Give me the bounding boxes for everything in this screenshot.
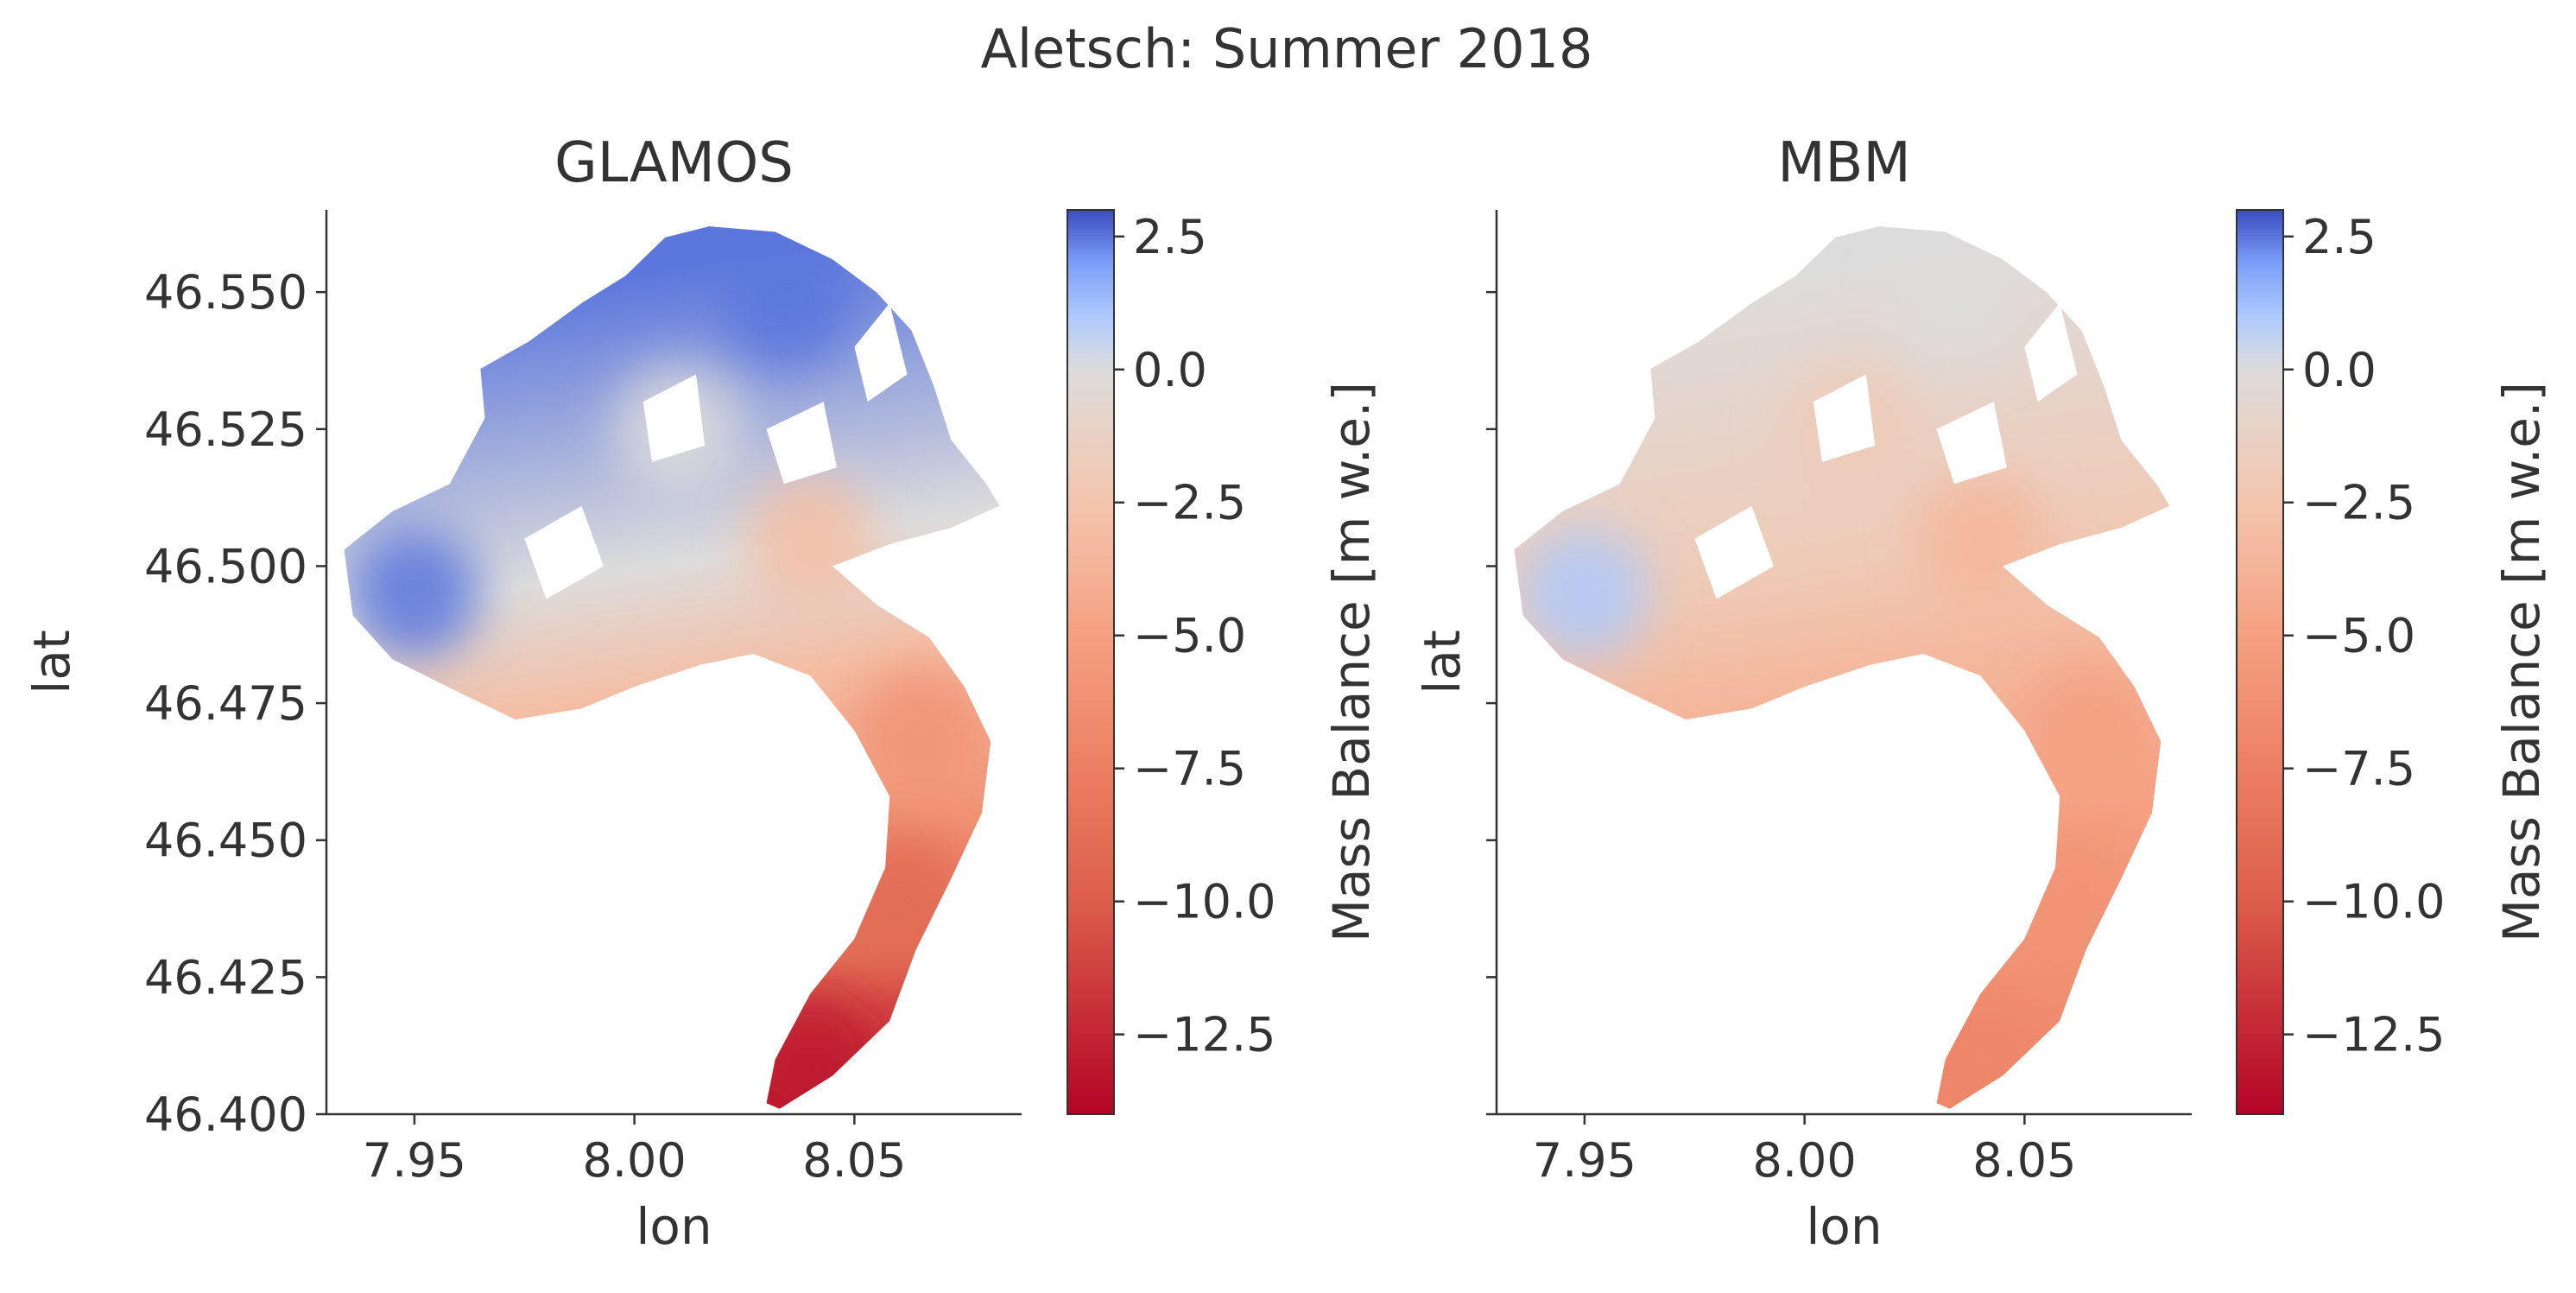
field-sample-upper-accumulation-basin [1893, 238, 2023, 368]
field-sample-terminus [1915, 994, 2046, 1109]
y-tick-label: 46.425 [144, 950, 307, 1005]
x-tick-label: 8.00 [1753, 1133, 1857, 1188]
colorbar [2236, 209, 2284, 1115]
y-tick-label: 46.500 [144, 539, 307, 593]
glacier-mass-balance-field [1514, 226, 2170, 1109]
colorbar-tick-label: −5.0 [2302, 609, 2415, 663]
field-sample-upper-accumulation-basin [723, 238, 853, 368]
colorbar-tick-label: 0.0 [2302, 343, 2377, 397]
colorbar-tick-label: −7.5 [1133, 742, 1246, 796]
ice-free-area [1813, 374, 1876, 462]
y-tick-label: 46.450 [144, 814, 307, 868]
field-sample-tongue [2003, 830, 2134, 960]
glacier-field-base [1514, 226, 2170, 1109]
y-tick-label: 46.400 [144, 1087, 307, 1142]
field-sample-terminus [745, 994, 876, 1109]
ice-free-area [524, 505, 604, 599]
y-tick-label: 46.525 [144, 402, 307, 457]
ice-free-area [2024, 302, 2078, 402]
x-tick-label: 8.00 [583, 1133, 687, 1188]
x-tick-label: 8.05 [1972, 1133, 2076, 1188]
y-axis-label: lat [1413, 630, 1472, 694]
ice-free-area [766, 402, 837, 485]
x-axis-label: lon [1806, 1197, 1882, 1256]
ice-free-area [1694, 505, 1774, 599]
colorbar-label: Mass Balance [m w.e.] [1322, 382, 1381, 942]
glacier-field-base [344, 226, 1000, 1109]
colorbar-tick-label: −5.0 [1133, 609, 1246, 663]
field-sample-western-firn-field [349, 529, 479, 659]
panel-glamos: 7.95 8.00 8.05 46.550 46.525 46.500 46.475 46.4… [22, 131, 1381, 1256]
y-axis-label: lat [22, 630, 81, 694]
x-tick-label: 8.05 [802, 1133, 906, 1188]
colorbar-tick-label: −10.0 [2302, 875, 2445, 929]
colorbar-tick-label: 0.0 [1133, 343, 1207, 397]
colorbar-tick-label: −12.5 [2302, 1008, 2445, 1062]
y-tick-label: 46.475 [144, 676, 307, 731]
field-sample-main-trunk-middle [855, 665, 985, 795]
ice-free-area [854, 302, 908, 402]
colorbar-tick-label: 2.5 [1133, 210, 1207, 264]
field-sample-western-firn-field [1519, 529, 1649, 659]
field-sample-main-trunk-middle [2025, 665, 2155, 795]
colorbar-label: Mass Balance [m w.e.] [2492, 382, 2551, 942]
x-axis-label: lon [636, 1197, 712, 1256]
panel-title: GLAMOS [554, 131, 794, 195]
colorbar-tick-label: −2.5 [1133, 476, 1246, 530]
colorbar-tick-label: −10.0 [1133, 875, 1275, 929]
panel-mbm: 7.95 8.00 8.05 MBM lon lat 2.5 0.0 −2.5 −5.0 −7.5 −… [1413, 131, 2551, 1256]
colorbar [1066, 209, 1115, 1115]
field-sample-main-trunk-upper [1915, 473, 2046, 604]
colorbar-tick-label: −2.5 [2302, 476, 2415, 530]
panel-title: MBM [1777, 131, 1910, 195]
y-tick-label: 46.550 [144, 265, 307, 320]
figure-suptitle: Aletsch: Summer 2018 [981, 17, 1593, 80]
colorbar-tick-label: −12.5 [1133, 1008, 1275, 1062]
glacier-mass-balance-field [344, 226, 1000, 1109]
ice-free-area [642, 374, 706, 462]
ice-free-area [1936, 402, 2007, 485]
field-sample-main-trunk-upper [745, 473, 876, 604]
x-tick-label: 7.95 [363, 1133, 466, 1188]
colorbar-tick-label: −7.5 [2302, 742, 2415, 796]
x-tick-label: 7.95 [1533, 1133, 1636, 1188]
field-sample-tongue [833, 830, 964, 960]
colorbar-tick-label: 2.5 [2302, 210, 2377, 264]
